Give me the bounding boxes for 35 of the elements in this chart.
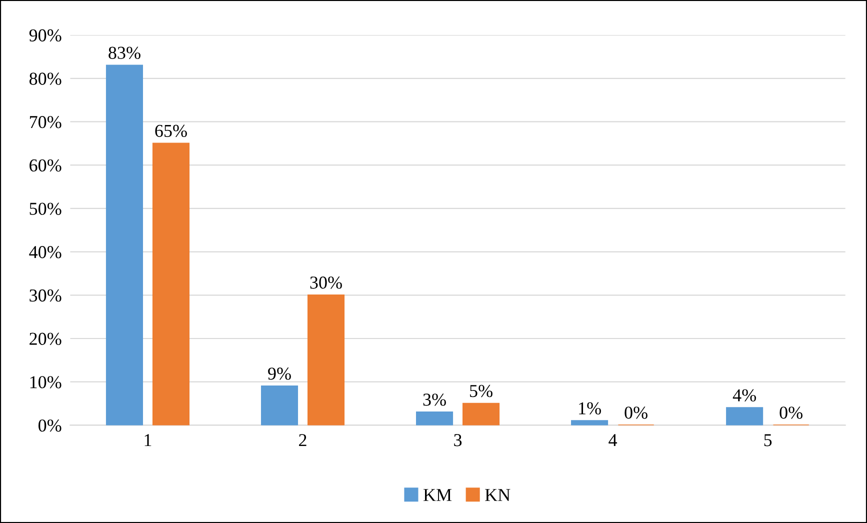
data-label: 65% [155, 124, 187, 138]
y-tick-label: 0% [38, 419, 62, 432]
legend-label: KM [423, 489, 452, 501]
bar [152, 142, 190, 426]
y-tick-label: 90% [29, 29, 62, 42]
bar [571, 420, 608, 426]
data-label: 0% [780, 406, 802, 419]
data-label: 1% [579, 402, 601, 414]
y-tick-label: 50% [30, 202, 62, 215]
bar [307, 294, 345, 426]
x-tick-label: 4 [608, 434, 618, 446]
y-tick-label: 40% [29, 246, 62, 258]
bar [726, 407, 764, 426]
y-tick-label: 80% [29, 72, 62, 85]
y-tick-label: 60% [30, 159, 62, 172]
data-label: 5% [470, 384, 492, 398]
bar [462, 402, 500, 426]
x-tick-label: 2 [299, 434, 306, 446]
y-tick-label: 70% [30, 116, 62, 128]
data-label: 9% [268, 368, 291, 380]
bar [260, 385, 298, 426]
legend-label: KN [485, 489, 510, 501]
y-tick-label: 20% [30, 332, 62, 345]
data-label: 83% [108, 46, 140, 59]
bar [106, 64, 144, 426]
data-label: 0% [624, 406, 648, 419]
data-label: 4% [732, 389, 756, 402]
data-label: 30% [310, 276, 342, 289]
x-tick-label: 3 [454, 434, 462, 446]
y-tick-label: 10% [30, 376, 62, 388]
x-tick-label: 5 [764, 434, 772, 446]
x-tick-label: 1 [144, 434, 152, 446]
bar [416, 412, 454, 426]
y-tick-label: 30% [30, 289, 62, 302]
data-label: 3% [423, 394, 446, 406]
